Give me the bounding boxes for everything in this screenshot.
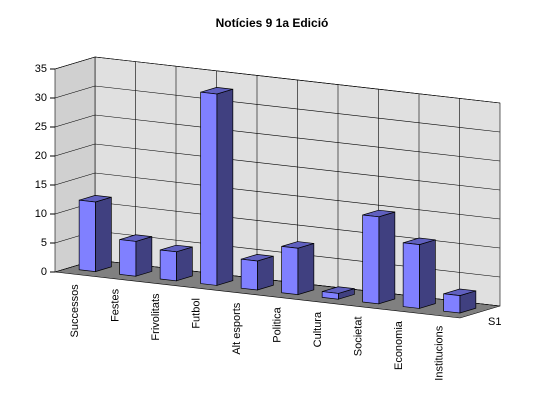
y-tick-label: 15: [35, 179, 47, 191]
x-tick-label: Politica: [272, 306, 284, 342]
bar-front: [362, 214, 380, 305]
grid-line: [54, 143, 501, 191]
chart-title: Notícies 9 1a Edició: [216, 16, 329, 30]
x-tick-label: Cultura: [312, 311, 324, 347]
x-tick-label: Festes: [110, 288, 122, 322]
bar-front: [240, 258, 258, 291]
y-tick-label: 30: [35, 92, 47, 104]
y-tick-label: 0: [41, 266, 47, 278]
bar: [281, 241, 315, 296]
x-tick-label: Alt esports: [231, 302, 243, 354]
grid-line: [54, 85, 501, 133]
bar-front: [119, 239, 137, 277]
bar: [321, 286, 355, 300]
bar-front: [78, 199, 96, 273]
x-tick-label: Societat: [353, 317, 365, 357]
bar-side: [135, 236, 153, 277]
bar: [78, 195, 112, 273]
x-tick-label: Frivolitats: [150, 293, 162, 341]
bar: [200, 87, 234, 286]
bar: [362, 209, 396, 305]
y-tick-label: 10: [35, 208, 47, 220]
bar: [159, 244, 193, 282]
bar: [402, 237, 436, 309]
bar-side: [216, 88, 234, 286]
bar: [443, 288, 477, 314]
bar: [119, 234, 153, 277]
bar-front: [159, 249, 177, 282]
grid-line: [54, 56, 501, 104]
x-tick-label: Futbol: [191, 298, 203, 329]
y-tick-label: 35: [35, 63, 47, 75]
bar-front: [321, 291, 339, 300]
series-label: S1: [488, 316, 501, 328]
bar-side: [176, 246, 193, 282]
y-tick-label: 25: [35, 121, 47, 133]
bar-front: [443, 293, 461, 314]
y-tick-label: 20: [35, 150, 47, 162]
bar-front: [281, 245, 299, 296]
bar-side: [257, 255, 274, 291]
x-tick-label: Successos: [69, 284, 81, 338]
y-tick-label: 5: [41, 237, 47, 249]
bar-side: [419, 239, 436, 309]
bar-front: [402, 242, 420, 309]
bar: [240, 254, 274, 291]
x-tick-label: Economia: [393, 320, 405, 370]
grid-line: [54, 114, 501, 162]
bar-side: [378, 211, 396, 305]
x-tick-label: Institucions: [434, 325, 446, 381]
grid-line: [54, 172, 501, 220]
bar-side: [297, 242, 315, 296]
bar-side: [94, 196, 112, 273]
bar-front: [200, 91, 218, 286]
